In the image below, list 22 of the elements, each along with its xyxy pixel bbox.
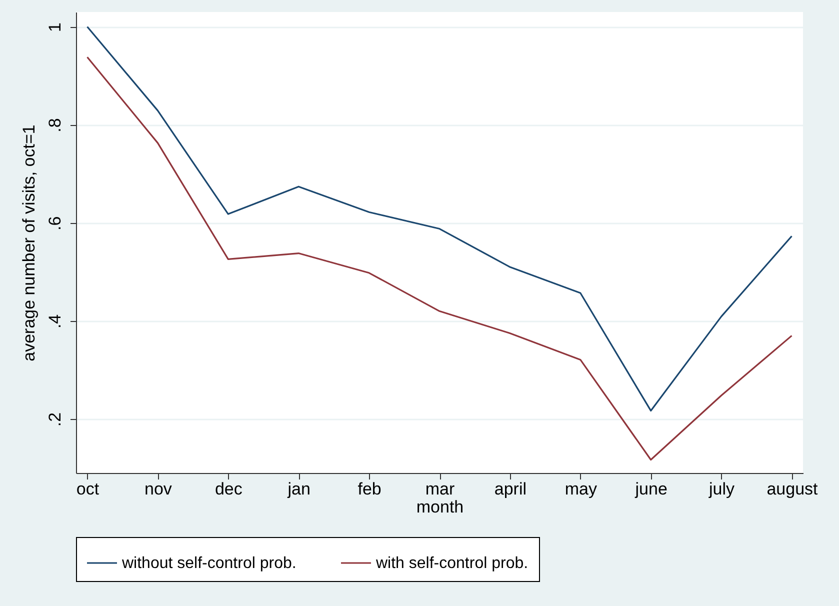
x-tick-label: dec: [214, 480, 243, 498]
y-tick-label: .2: [46, 412, 64, 427]
y-tick-label: .8: [46, 118, 64, 132]
x-tick-label: oct: [76, 480, 100, 498]
x-tick-label: april: [494, 480, 527, 498]
line-series: [86, 26, 793, 412]
legend-label: without self-control prob.: [121, 555, 296, 572]
x-tick-label: july: [708, 480, 736, 498]
y-tick-label: .4: [46, 314, 64, 329]
x-tick-label: mar: [425, 480, 455, 498]
x-axis-title: month: [416, 498, 464, 516]
x-tick-label: may: [564, 480, 598, 498]
x-tick-label: august: [766, 480, 818, 498]
y-tick-label: .6: [46, 216, 64, 230]
line-series: [86, 56, 793, 461]
x-tick-label: june: [634, 480, 668, 498]
x-tick-label: nov: [144, 480, 172, 498]
x-tick-label: feb: [358, 480, 382, 498]
y-tick-label: 1: [46, 22, 64, 32]
y-axis-title: average number of visits, oct=1: [20, 124, 38, 362]
legend-label: with self-control prob.: [375, 555, 528, 572]
x-tick-label: jan: [286, 480, 310, 498]
